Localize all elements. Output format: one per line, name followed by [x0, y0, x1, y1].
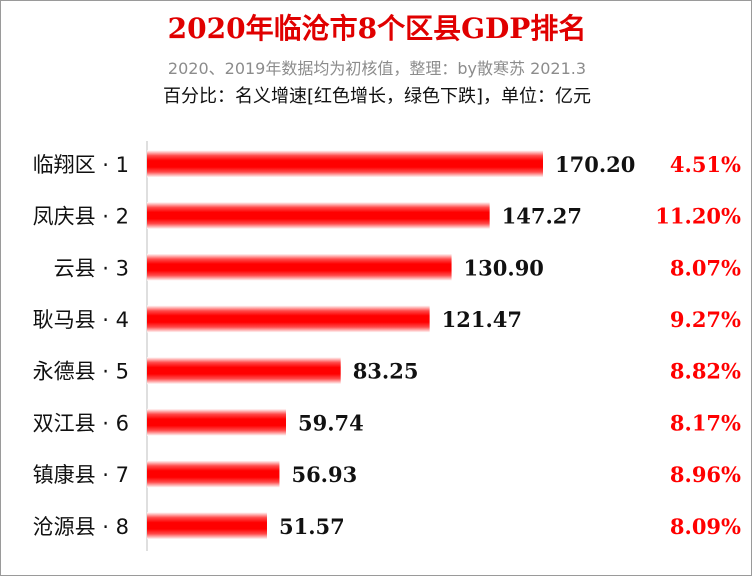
category-label: 云县 · 3	[54, 256, 129, 280]
category-label: 凤庆县 · 2	[33, 205, 129, 229]
value-label: 83.25	[353, 359, 419, 384]
growth-label: 9.27%	[670, 307, 741, 332]
category-label: 临翔区 · 1	[33, 153, 129, 177]
bar	[147, 202, 490, 230]
category-label: 双江县 · 6	[33, 411, 129, 435]
value-label: 130.90	[464, 255, 544, 280]
value-label: 121.47	[442, 307, 522, 332]
bar	[147, 150, 543, 178]
category-label: 耿马县 · 4	[33, 308, 129, 332]
bar	[147, 512, 267, 540]
chart-title: 2020年临沧市8个区县GDP排名	[167, 12, 587, 45]
bar	[147, 357, 341, 385]
growth-label: 8.07%	[670, 255, 741, 280]
chart-note: 百分比：名义增速[红色增长，绿色下跌]，单位：亿元	[162, 86, 592, 107]
value-label: 56.93	[291, 462, 357, 487]
growth-label: 8.96%	[670, 462, 741, 487]
chart-subtitle: 2020、2019年数据均为初核值，整理：by散寒苏 2021.3	[167, 59, 587, 78]
category-label: 永德县 · 5	[33, 360, 129, 384]
value-label: 170.20	[555, 152, 635, 177]
growth-label: 8.09%	[670, 514, 741, 539]
category-label: 沧源县 · 8	[33, 515, 129, 539]
value-label: 51.57	[279, 514, 345, 539]
bar	[147, 408, 286, 436]
growth-label: 8.82%	[670, 359, 741, 384]
value-label: 59.74	[298, 410, 364, 435]
growth-label: 4.51%	[670, 152, 741, 177]
bar	[147, 305, 430, 333]
bar	[147, 253, 452, 281]
category-label: 镇康县 · 7	[33, 463, 129, 487]
growth-label: 11.20%	[655, 204, 741, 229]
bar	[147, 460, 280, 488]
value-label: 147.27	[502, 204, 582, 229]
growth-label: 8.17%	[670, 410, 741, 435]
